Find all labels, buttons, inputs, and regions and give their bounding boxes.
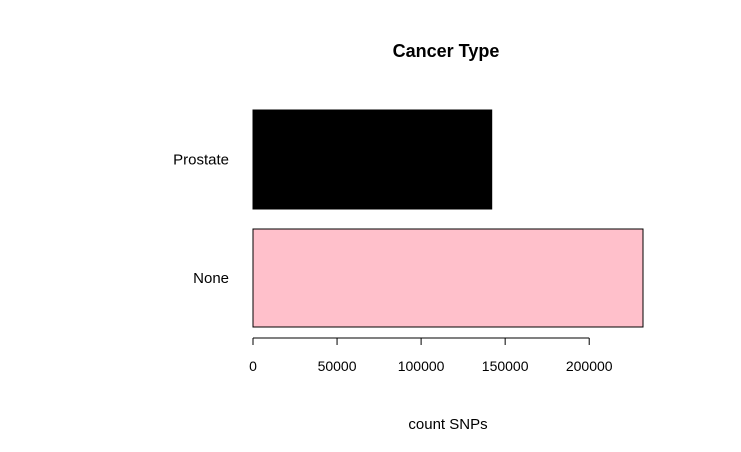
x-axis-label: count SNPs (408, 416, 487, 433)
x-tick-label: 0 (249, 358, 257, 374)
x-tick-label: 200000 (566, 358, 613, 374)
x-tick-label: 150000 (482, 358, 529, 374)
chart-title: Cancer Type (393, 41, 500, 61)
x-tick-label: 50000 (318, 358, 357, 374)
category-labels: Prostate None (173, 152, 229, 288)
category-label-prostate: Prostate (173, 152, 229, 169)
bars-group (252, 109, 644, 328)
x-tick-label: 100000 (398, 358, 445, 374)
bar-prostate (252, 109, 493, 210)
bar-none (252, 228, 644, 328)
x-axis: 0 50000 100000 150000 200000 (249, 337, 613, 374)
category-label-none: None (193, 270, 229, 287)
